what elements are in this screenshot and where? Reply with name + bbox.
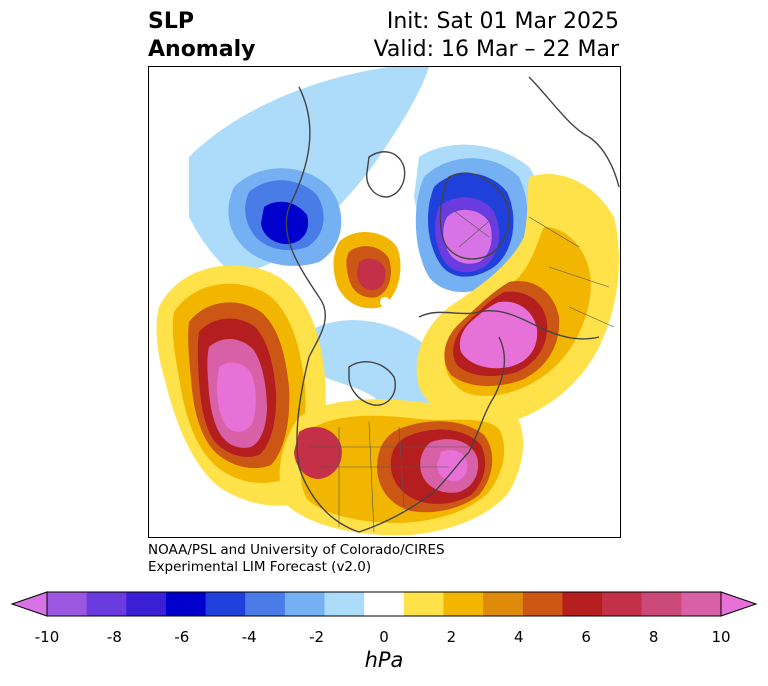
- colorbar-cell: [522, 592, 563, 616]
- high-pole-core: [357, 258, 386, 291]
- colorbar-cell: [245, 592, 286, 616]
- colorbar-tick-label: -2: [309, 628, 325, 646]
- pole-point: [380, 297, 390, 307]
- colorbar-outline: [46, 591, 722, 617]
- colorbar-cell: [364, 592, 405, 616]
- low-siberia-core: [261, 201, 309, 245]
- colorbar-cell: [403, 592, 444, 616]
- chart-title: SLP Anomaly: [148, 8, 255, 64]
- forecast-dates: Init: Sat 01 Mar 2025 Valid: 16 Mar – 22…: [374, 8, 619, 64]
- colorbar-tick-label: 0: [379, 628, 389, 646]
- colorbar-cell: [641, 592, 682, 616]
- colorbar-cell: [126, 592, 167, 616]
- colorbar-cell: [443, 592, 484, 616]
- colorbar-cell: [205, 592, 246, 616]
- credit-line-2: Experimental LIM Forecast (v2.0): [148, 559, 372, 575]
- borders: [309, 206, 615, 533]
- colorbar-cell: [284, 592, 326, 616]
- credit-line-1: NOAA/PSL and University of Colorado/CIRE…: [148, 542, 445, 558]
- colorbar-tick-label: -6: [174, 628, 190, 646]
- valid-range: Valid: 16 Mar – 22 Mar: [373, 37, 619, 62]
- colorbar-left-extension: [10, 591, 48, 617]
- colorbar: [10, 591, 758, 617]
- colorbar-cell: [602, 592, 643, 616]
- high-eurasia-core: [459, 301, 538, 369]
- colorbar-cell: [681, 592, 722, 616]
- colorbar-tick-label: 8: [648, 628, 659, 646]
- title-line-1: SLP: [148, 9, 194, 34]
- colorbar-right-extension: [720, 591, 758, 617]
- colorbar-tick-label: -4: [241, 628, 257, 646]
- colorbar-cell: [165, 592, 207, 616]
- credit-text: NOAA/PSL and University of Colorado/CIRE…: [148, 542, 445, 576]
- colorbar-cell: [324, 592, 365, 616]
- colorbar-tick-label: -10: [34, 628, 60, 646]
- colorbar-units: hPa: [364, 648, 404, 672]
- high-namerica-center: [437, 450, 468, 481]
- colorbar-cell: [483, 592, 524, 616]
- anomaly-map: [156, 67, 620, 536]
- low-europe-core: [443, 209, 492, 264]
- negative-region-canada: [299, 320, 442, 415]
- colorbar-tick-label: 6: [581, 628, 591, 646]
- init-date: Init: Sat 01 Mar 2025: [386, 9, 619, 34]
- colorbar-cell: [86, 592, 127, 616]
- colorbar-tick-label: 10: [711, 628, 731, 646]
- colorbar-cell: [47, 592, 88, 616]
- map-panel: [148, 66, 621, 538]
- coastlines: [285, 76, 620, 533]
- colorbar-tick-label: 4: [514, 628, 524, 646]
- high-pacific-center: [217, 362, 256, 432]
- colorbar-tick-label: 2: [446, 628, 457, 646]
- colorbar-cells: [47, 592, 722, 616]
- colorbar-cell: [562, 592, 603, 616]
- high-west-coast: [294, 426, 342, 479]
- colorbar-tick-label: -8: [106, 628, 122, 646]
- title-line-2: Anomaly: [148, 37, 256, 62]
